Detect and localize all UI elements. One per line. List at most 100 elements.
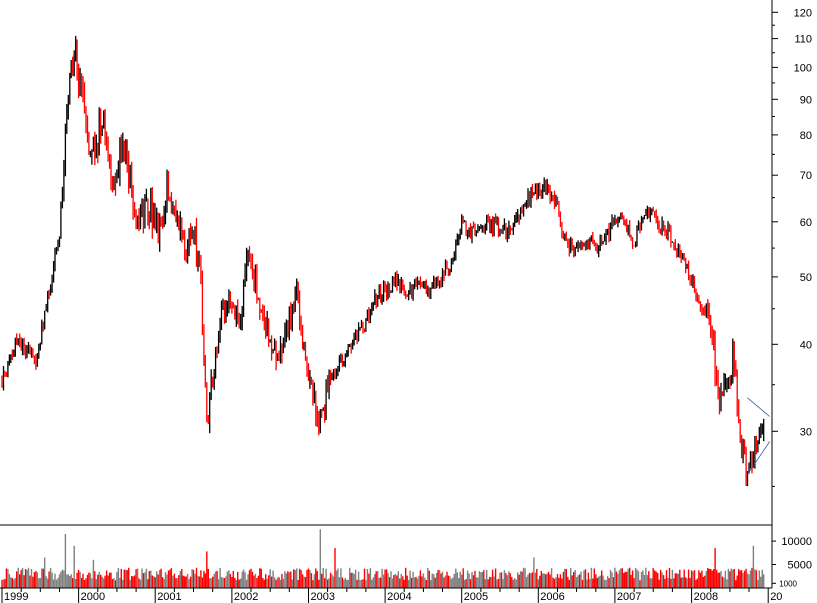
- volume-bar: [580, 571, 582, 588]
- volume-bar: [503, 570, 506, 588]
- volume-bar: [111, 578, 114, 588]
- volume-bar: [415, 576, 417, 588]
- volume-bar: [133, 575, 136, 588]
- volume-bar: [626, 571, 628, 588]
- volume-bar: [720, 571, 722, 588]
- volume-bar: [717, 572, 719, 588]
- volume-bar: [347, 579, 349, 588]
- volume-bar: [636, 569, 638, 588]
- volume-bar: [47, 578, 49, 588]
- volume-bar: [568, 579, 570, 588]
- volume-bar: [268, 575, 270, 588]
- price-tick-label: 110: [794, 34, 812, 46]
- volume-bar: [306, 569, 308, 588]
- volume-bar: [515, 579, 517, 588]
- volume-bar: [595, 574, 597, 588]
- volume-bar: [335, 570, 338, 588]
- volume-bar: [592, 578, 594, 588]
- volume-bar: [100, 574, 102, 588]
- volume-bar: [559, 574, 562, 588]
- volume-bar: [67, 574, 69, 588]
- volume-bar: [369, 568, 372, 588]
- volume-bar: [545, 574, 547, 588]
- volume-bar: [340, 568, 342, 588]
- volume-bar: [245, 579, 248, 588]
- volume-bar: [58, 574, 61, 588]
- volume-bar: [207, 568, 209, 588]
- volume-bar: [530, 573, 532, 588]
- volume-bar: [599, 575, 601, 588]
- volume-bar: [539, 575, 541, 588]
- volume-bar: [570, 568, 572, 588]
- volume-bar: [704, 575, 706, 588]
- volume-bar: [761, 569, 763, 588]
- volume-bar: [293, 569, 295, 588]
- volume-bar: [226, 571, 229, 588]
- volume-bar: [217, 579, 220, 588]
- volume-bar: [167, 570, 170, 588]
- volume-bar: [382, 574, 385, 588]
- volume-bar: [698, 570, 700, 588]
- volume-bar: [518, 574, 520, 588]
- volume-bar: [421, 576, 423, 588]
- volume-bar: [194, 573, 196, 588]
- volume-bar: [705, 571, 707, 588]
- volume-bar: [730, 568, 732, 588]
- volume-bar: [296, 568, 298, 588]
- volume-bar: [281, 574, 283, 588]
- volume-bar: [556, 574, 559, 588]
- volume-bar: [471, 572, 473, 588]
- volume-bar: [337, 568, 339, 588]
- volume-bar: [396, 575, 398, 588]
- volume-bar: [499, 572, 501, 588]
- volume-bar: [393, 575, 395, 588]
- volume-bar: [542, 573, 544, 588]
- volume-bar: [550, 568, 553, 588]
- volume-bar: [326, 579, 329, 588]
- volume-bar: [88, 572, 90, 588]
- volume-bar: [400, 573, 402, 588]
- volume-bar: [166, 574, 168, 588]
- volume-bar: [279, 579, 282, 588]
- volume-bar: [238, 579, 240, 588]
- volume-bar: [555, 577, 557, 588]
- volume-bar: [668, 567, 671, 588]
- volume-bar: [307, 568, 310, 588]
- volume-bar: [63, 570, 65, 588]
- volume-bar: [331, 574, 333, 588]
- volume-bar: [126, 570, 128, 588]
- volume-bar: [606, 576, 609, 588]
- volume-bar: [173, 573, 176, 588]
- volume-bar: [368, 573, 370, 588]
- volume-bar: [584, 569, 587, 588]
- volume-bar: [701, 570, 703, 588]
- volume-bar: [172, 575, 174, 588]
- volume-bar: [465, 579, 467, 588]
- volume-bar: [708, 568, 710, 588]
- volume-bar: [583, 570, 585, 588]
- volume-bar: [51, 572, 53, 588]
- volume-bar: [413, 577, 416, 588]
- price-tick-label: 30: [800, 426, 812, 438]
- volume-bar: [475, 577, 478, 588]
- volume-bar: [658, 579, 660, 588]
- volume-bar: [506, 575, 509, 588]
- price-tick-label: 70: [800, 170, 812, 182]
- volume-bar: [184, 576, 186, 588]
- volume-bar: [696, 578, 699, 588]
- volume-bar: [562, 571, 565, 588]
- volume-bar: [329, 572, 332, 588]
- volume-bar: [419, 570, 422, 588]
- volume-bar: [461, 574, 463, 588]
- volume-bar: [197, 575, 199, 588]
- volume-bar: [757, 580, 759, 588]
- volume-bar: [24, 569, 27, 588]
- volume-bar: [472, 575, 475, 588]
- annotation-lines: [747, 397, 771, 475]
- volume-bar: [204, 573, 206, 588]
- volume-bar: [581, 579, 584, 588]
- volume-bar: [262, 578, 264, 588]
- volume-bar: [405, 567, 407, 588]
- volume-bar: [685, 577, 687, 588]
- volume-bar: [260, 568, 262, 588]
